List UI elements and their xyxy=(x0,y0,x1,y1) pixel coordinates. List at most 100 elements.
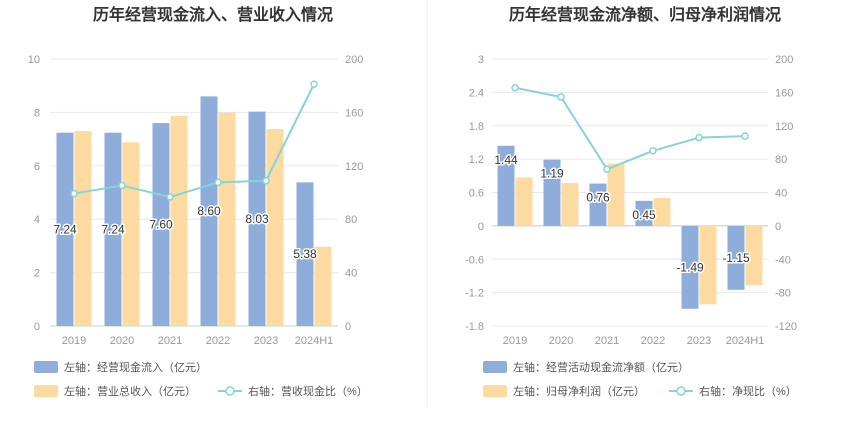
x-axis-tick-label: 2022 xyxy=(641,335,665,347)
chart-title: 历年经营现金流入、营业收入情况 xyxy=(93,5,333,24)
left-axis-tick-label: 6 xyxy=(34,161,40,173)
legend-line-marker xyxy=(225,386,235,396)
ratio-line-point xyxy=(118,181,126,190)
x-axis-tick-label: 2024H1 xyxy=(726,335,765,347)
left-axis-tick-label: -0.6 xyxy=(465,254,484,266)
ratio-line-point xyxy=(695,133,703,142)
primary-bar xyxy=(296,182,314,326)
primary-bar xyxy=(543,159,561,226)
left-axis-tick-label: -1.2 xyxy=(465,288,484,300)
x-axis-tick-label: 2020 xyxy=(549,335,573,347)
x-axis-tick-label: 2019 xyxy=(62,335,86,347)
right-axis-tick-label: 80 xyxy=(775,154,787,166)
legend-label: 左轴：经营活动现金流净额（亿元） xyxy=(513,360,689,374)
legend-swatch xyxy=(483,361,507,373)
ratio-line-point xyxy=(214,178,222,187)
secondary-bar xyxy=(515,177,533,226)
ratio-line-point xyxy=(557,93,565,101)
left-axis-tick-label: 1.2 xyxy=(469,154,484,166)
secondary-bar xyxy=(122,142,140,326)
ratio-line xyxy=(514,86,746,171)
x-axis-tick-label: 2024H1 xyxy=(295,335,334,347)
legend-swatch xyxy=(34,361,58,373)
right-axis-tick-label: 120 xyxy=(345,161,363,173)
right-axis-tick-label: -120 xyxy=(775,321,797,333)
chart-panel-2: 历年经营现金流净额、归母净利润情况 -1.8 -1.2 -0.6 0 0.6 1.2 1.8 2… xyxy=(465,5,797,398)
legend-swatch xyxy=(483,385,507,397)
left-axis-tick-label: 10 xyxy=(28,54,40,66)
right-axis-tick-label: 160 xyxy=(345,107,363,119)
right-axis-tick-label: 40 xyxy=(345,268,357,280)
ratio-line-point xyxy=(310,80,318,88)
secondary-bar xyxy=(653,198,671,226)
bar-data-label: -1.15 xyxy=(722,251,750,265)
left-axis-tick-label: -1.8 xyxy=(465,321,484,333)
bar-data-label: 7.24 xyxy=(101,222,125,236)
primary-bar xyxy=(727,225,745,290)
left-axis-tick-label: 1.8 xyxy=(469,121,484,133)
ratio-line-point xyxy=(511,84,519,92)
x-axis-tick-label: 2021 xyxy=(595,335,619,347)
right-axis-tick-label: 200 xyxy=(345,54,363,66)
left-axis-tick-label: 0 xyxy=(478,221,484,233)
primary-bar xyxy=(248,111,266,326)
secondary-bar xyxy=(170,115,188,326)
right-axis-tick-label: -40 xyxy=(775,254,791,266)
secondary-bar xyxy=(561,183,579,226)
x-axis-tick-label: 2022 xyxy=(206,335,230,347)
x-axis-tick-label: 2020 xyxy=(110,335,134,347)
primary-bar xyxy=(635,200,653,226)
left-axis-tick-label: 0 xyxy=(34,321,40,333)
left-axis-tick-label: 8 xyxy=(34,107,40,119)
right-axis-tick-label: 0 xyxy=(775,221,781,233)
x-axis-tick-label: 2021 xyxy=(158,335,182,347)
legend-label: 左轴：经营现金流入（亿元） xyxy=(64,360,207,374)
right-axis-tick-label: 0 xyxy=(345,321,351,333)
bar-data-label: 8.03 xyxy=(245,212,269,226)
secondary-bar xyxy=(699,225,717,305)
right-axis-tick-label: 120 xyxy=(775,121,793,133)
right-axis-tick-label: 160 xyxy=(775,87,793,99)
bar-data-label: 8.60 xyxy=(197,204,221,218)
primary-bar xyxy=(200,96,218,326)
ratio-line xyxy=(73,83,315,199)
primary-bar xyxy=(589,183,607,226)
secondary-bar xyxy=(218,112,236,327)
ratio-line-point xyxy=(603,165,611,173)
secondary-bar xyxy=(266,128,284,326)
primary-bar xyxy=(56,132,74,326)
secondary-bar xyxy=(314,246,332,326)
right-axis-tick-label: -80 xyxy=(775,288,791,300)
legend-swatch xyxy=(34,385,58,397)
left-axis-tick-label: 2 xyxy=(34,268,40,280)
legend-label: 右轴：净现比（%） xyxy=(699,384,797,398)
ratio-line-point xyxy=(741,132,749,140)
x-axis-tick-label: 2019 xyxy=(503,335,527,347)
legend-label: 右轴：营收现金比（%） xyxy=(248,384,368,398)
chart-title: 历年经营现金流净额、归母净利润情况 xyxy=(509,5,781,24)
legend-label: 左轴：归母净利润（亿元） xyxy=(513,384,645,398)
right-axis-tick-label: 200 xyxy=(775,54,793,66)
primary-bar xyxy=(681,225,699,309)
x-axis-tick-label: 2023 xyxy=(254,335,278,347)
left-axis-tick-label: 0.6 xyxy=(469,188,484,200)
secondary-bar xyxy=(74,131,92,326)
ratio-line-point xyxy=(262,177,270,185)
ratio-line-point xyxy=(70,189,78,198)
left-axis-tick-label: 2.4 xyxy=(469,87,484,99)
primary-bar xyxy=(152,123,170,326)
ratio-line-point xyxy=(649,147,657,155)
primary-bar xyxy=(104,132,122,326)
bar-data-label: 1.19 xyxy=(540,167,564,181)
bar-data-label: 1.44 xyxy=(494,153,518,167)
bar-data-label: 0.45 xyxy=(632,208,656,222)
bar-data-label: 7.24 xyxy=(53,222,77,236)
bar-data-label: -1.49 xyxy=(676,260,704,274)
secondary-bar xyxy=(745,225,763,286)
left-axis-tick-label: 3 xyxy=(478,54,484,66)
secondary-bar xyxy=(607,163,625,226)
right-axis-tick-label: 80 xyxy=(345,214,357,226)
legend-line-marker xyxy=(676,386,686,396)
bar-data-label: 0.76 xyxy=(586,191,610,205)
